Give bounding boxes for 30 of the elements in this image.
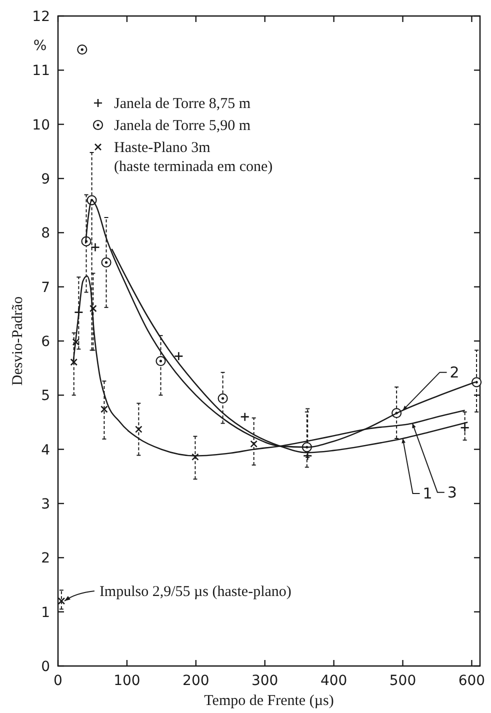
- text: 3: [447, 483, 457, 502]
- y-tick-label: 11: [32, 63, 50, 80]
- y-tick-label: 3: [41, 496, 50, 512]
- x-tick-label: 300: [251, 673, 278, 689]
- x-tick-label: 400: [320, 673, 348, 689]
- y-tick-label: 1: [41, 604, 50, 621]
- x-tick-label: 500: [389, 673, 416, 689]
- y-tick-label: 10: [32, 117, 50, 134]
- y-tick-label: 6: [41, 334, 50, 350]
- y-tick-label: 12: [32, 9, 50, 25]
- y-tick-label: 5: [41, 388, 50, 404]
- y-tick-label: 7: [41, 280, 50, 296]
- y-tick-label: 4: [41, 442, 50, 458]
- series-label: 2: [450, 363, 460, 382]
- y-tick-label: 9: [41, 172, 50, 188]
- text: 1: [422, 484, 432, 502]
- x-tick-label: 200: [182, 673, 210, 689]
- legend-label: Janela de Torre 5,90 m: [114, 118, 251, 134]
- legend-label: Haste-Plano 3m (haste terminada em cone): [114, 140, 273, 175]
- legend-label: Janela de Torre 8,75 m: [114, 96, 251, 112]
- y-axis-title: Desvio-Padrão: [10, 296, 26, 386]
- y-tick-label: 2: [41, 550, 50, 567]
- y-tick-label: 0: [41, 659, 50, 675]
- x-tick-label: 100: [114, 673, 140, 689]
- text: %: [33, 38, 47, 54]
- x-axis-title: Tempo de Frente (µs): [204, 693, 334, 709]
- x-tick-label: 600: [458, 673, 486, 689]
- annotation: Impulso 2,9/55 µs (haste-plano): [99, 584, 292, 600]
- y-tick-label: 8: [41, 226, 50, 242]
- x-tick-label: 0: [54, 673, 62, 689]
